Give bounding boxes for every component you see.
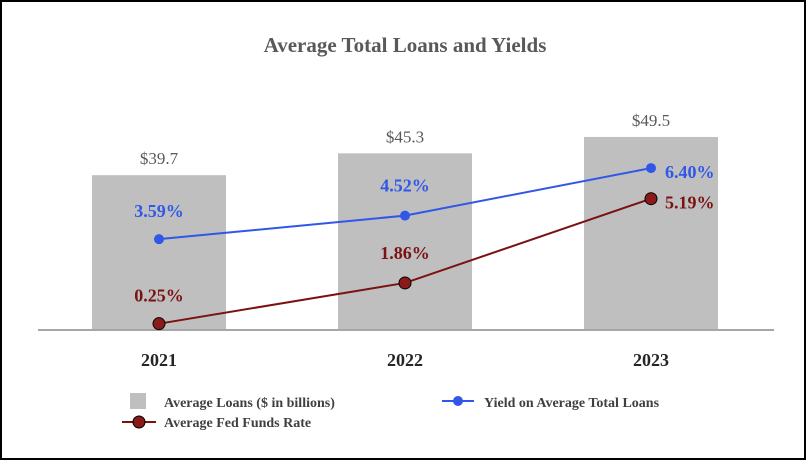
x-tick-2022: 2022 xyxy=(387,350,423,370)
point-yield-on-average-total-loans-2022 xyxy=(400,210,410,221)
legend-swatch-average-loans xyxy=(130,393,146,409)
point-average-fed-funds-rate-2021 xyxy=(152,317,166,331)
point-yield-on-average-total-loans-2023 xyxy=(646,163,656,174)
data-label-yield-on-average-total-loans-2022: 4.52% xyxy=(380,176,430,196)
data-label-average-fed-funds-rate-2021: 0.25% xyxy=(134,286,184,306)
data-label-average-fed-funds-rate-2022: 1.86% xyxy=(380,243,430,263)
data-label-average-fed-funds-rate-2023: 5.19% xyxy=(665,193,715,213)
legend-label-average-loans: Average Loans ($ in billions) xyxy=(164,396,335,411)
point-average-fed-funds-rate-2022 xyxy=(398,276,412,290)
lines-group: 3.59% 4.52% 6.40% 0.25% 1.86% 5.19% xyxy=(134,162,715,331)
bar-2021 xyxy=(92,175,226,330)
x-tick-labels: 2021 2022 2023 xyxy=(141,350,669,370)
legend-marker-yield xyxy=(453,396,463,406)
data-label-yield-on-average-total-loans-2023: 6.40% xyxy=(665,162,715,182)
legend-label-yield: Yield on Average Total Loans xyxy=(484,396,660,411)
legend: Average Loans ($ in billions) Yield on A… xyxy=(122,393,660,431)
x-tick-2021: 2021 xyxy=(141,350,177,370)
x-tick-2023: 2023 xyxy=(633,350,669,370)
point-average-fed-funds-rate-2023 xyxy=(644,192,658,206)
chart-title: Average Total Loans and Yields xyxy=(264,33,547,57)
bar-label-2021: $39.7 xyxy=(140,149,179,168)
bars-group: $39.7 $45.3 $49.5 xyxy=(92,111,718,330)
data-label-yield-on-average-total-loans-2021: 3.59% xyxy=(134,201,184,221)
bar-2022 xyxy=(338,153,472,330)
bar-label-2022: $45.3 xyxy=(386,127,424,146)
legend-label-fed-funds: Average Fed Funds Rate xyxy=(164,416,311,431)
legend-marker-fed-funds xyxy=(132,415,146,429)
bar-label-2023: $49.5 xyxy=(632,111,670,130)
point-yield-on-average-total-loans-2021 xyxy=(154,234,164,245)
